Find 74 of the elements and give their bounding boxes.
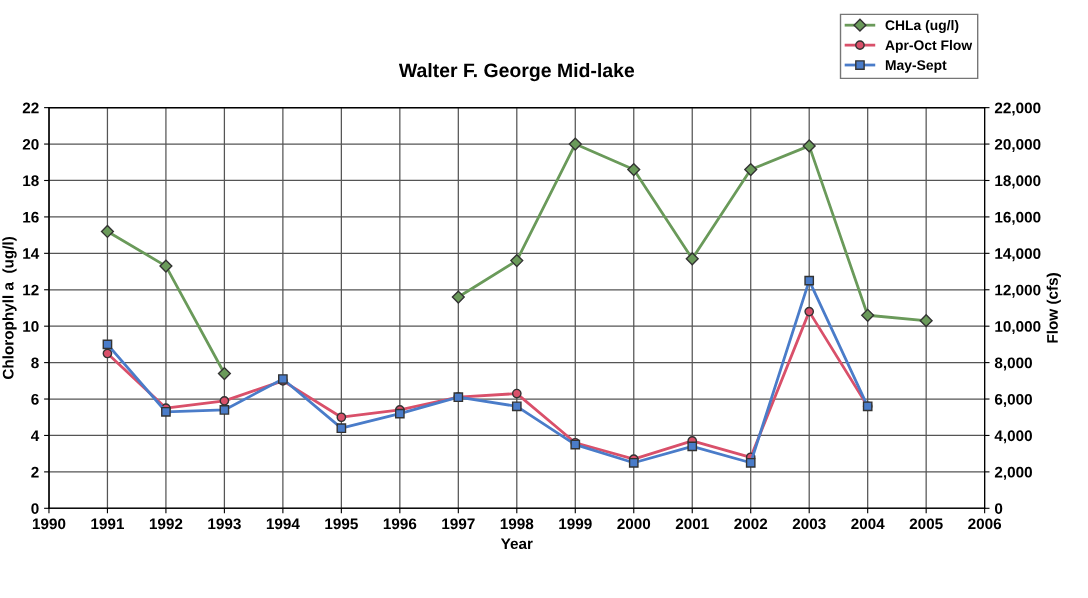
x-tick-label: 1990 <box>32 518 66 530</box>
y2-tick-label: 18,000 <box>995 175 1041 189</box>
point <box>161 406 171 417</box>
y2-tick-label: 4,000 <box>994 430 1032 444</box>
point <box>511 388 522 399</box>
x-tick-label: 2006 <box>968 518 1002 530</box>
x-axis-title: Year <box>500 538 533 550</box>
y2-axis-title: Flow (cfs) <box>1046 273 1061 343</box>
point <box>745 457 756 468</box>
x-tick-label: 2000 <box>617 518 651 530</box>
y-tick-label: 8 <box>31 357 39 369</box>
y2-tick-label: 6,000 <box>994 393 1032 407</box>
y2-tick-label: 0 <box>994 503 1003 514</box>
point <box>451 290 465 304</box>
x-tick-label: 2001 <box>675 518 709 530</box>
point <box>568 137 582 151</box>
point <box>100 224 115 239</box>
y-tick-label: 2 <box>31 466 39 478</box>
x-tick-label: 1995 <box>325 518 358 530</box>
point <box>804 275 815 286</box>
y-tick-label: 14 <box>23 248 40 259</box>
y-tick-label: 18 <box>23 175 39 187</box>
x-tick-label: 1999 <box>559 518 592 530</box>
x-tick-label: 1994 <box>266 518 300 530</box>
point <box>685 252 699 266</box>
legend-label: May-Sept <box>885 60 947 73</box>
point <box>627 162 641 177</box>
y-tick-label: 12 <box>23 284 39 296</box>
point <box>511 401 522 412</box>
legend-label: Apr-Oct Flow <box>885 39 973 53</box>
y-tick-label: 10 <box>23 321 39 332</box>
y2-tick-label: 12,000 <box>995 284 1041 298</box>
y-tick-label: 22 <box>22 102 39 114</box>
y-tick-label: 20 <box>22 138 39 150</box>
y-tick-label: 6 <box>31 393 39 405</box>
point <box>336 412 347 423</box>
point <box>861 308 875 322</box>
y2-tick-label: 22,000 <box>994 102 1041 116</box>
chart-title: Walter F. George Mid-lake <box>398 62 635 82</box>
x-tick-label: 1997 <box>442 518 475 530</box>
point <box>336 423 347 434</box>
x-tick-label: 1998 <box>500 518 534 530</box>
y-tick-label: 4 <box>30 430 40 441</box>
y2-tick-label: 10,000 <box>995 321 1041 335</box>
point <box>219 405 230 415</box>
x-tick-label: 1991 <box>91 518 125 530</box>
point <box>219 395 230 406</box>
point <box>802 139 816 153</box>
x-tick-label: 1993 <box>208 518 241 530</box>
legend-label: CHLa (ug/l) <box>885 19 959 33</box>
y2-tick-label: 2,000 <box>994 466 1032 480</box>
x-tick-label: 2005 <box>909 518 943 530</box>
point <box>102 348 113 359</box>
point <box>919 314 933 328</box>
y2-tick-label: 14,000 <box>995 248 1041 262</box>
y-axis-title: Chlorophyll a (ug/l) <box>2 237 17 380</box>
point <box>804 306 815 317</box>
y2-tick-label: 16,000 <box>995 211 1041 225</box>
point <box>687 441 698 452</box>
y-tick-label: 0 <box>31 503 39 514</box>
x-tick-label: 1992 <box>149 518 183 530</box>
point <box>394 408 405 419</box>
x-tick-label: 2004 <box>851 518 885 530</box>
point <box>217 366 231 381</box>
y2-tick-label: 20,000 <box>994 138 1041 152</box>
point <box>510 254 524 268</box>
x-tick-label: 1996 <box>383 518 417 530</box>
y2-tick-label: 8,000 <box>994 357 1032 371</box>
x-tick-label: 2003 <box>792 518 826 530</box>
point <box>744 162 758 177</box>
point <box>159 259 173 273</box>
y-tick-label: 16 <box>23 211 39 223</box>
point <box>628 457 639 468</box>
x-tick-label: 2002 <box>734 518 768 530</box>
